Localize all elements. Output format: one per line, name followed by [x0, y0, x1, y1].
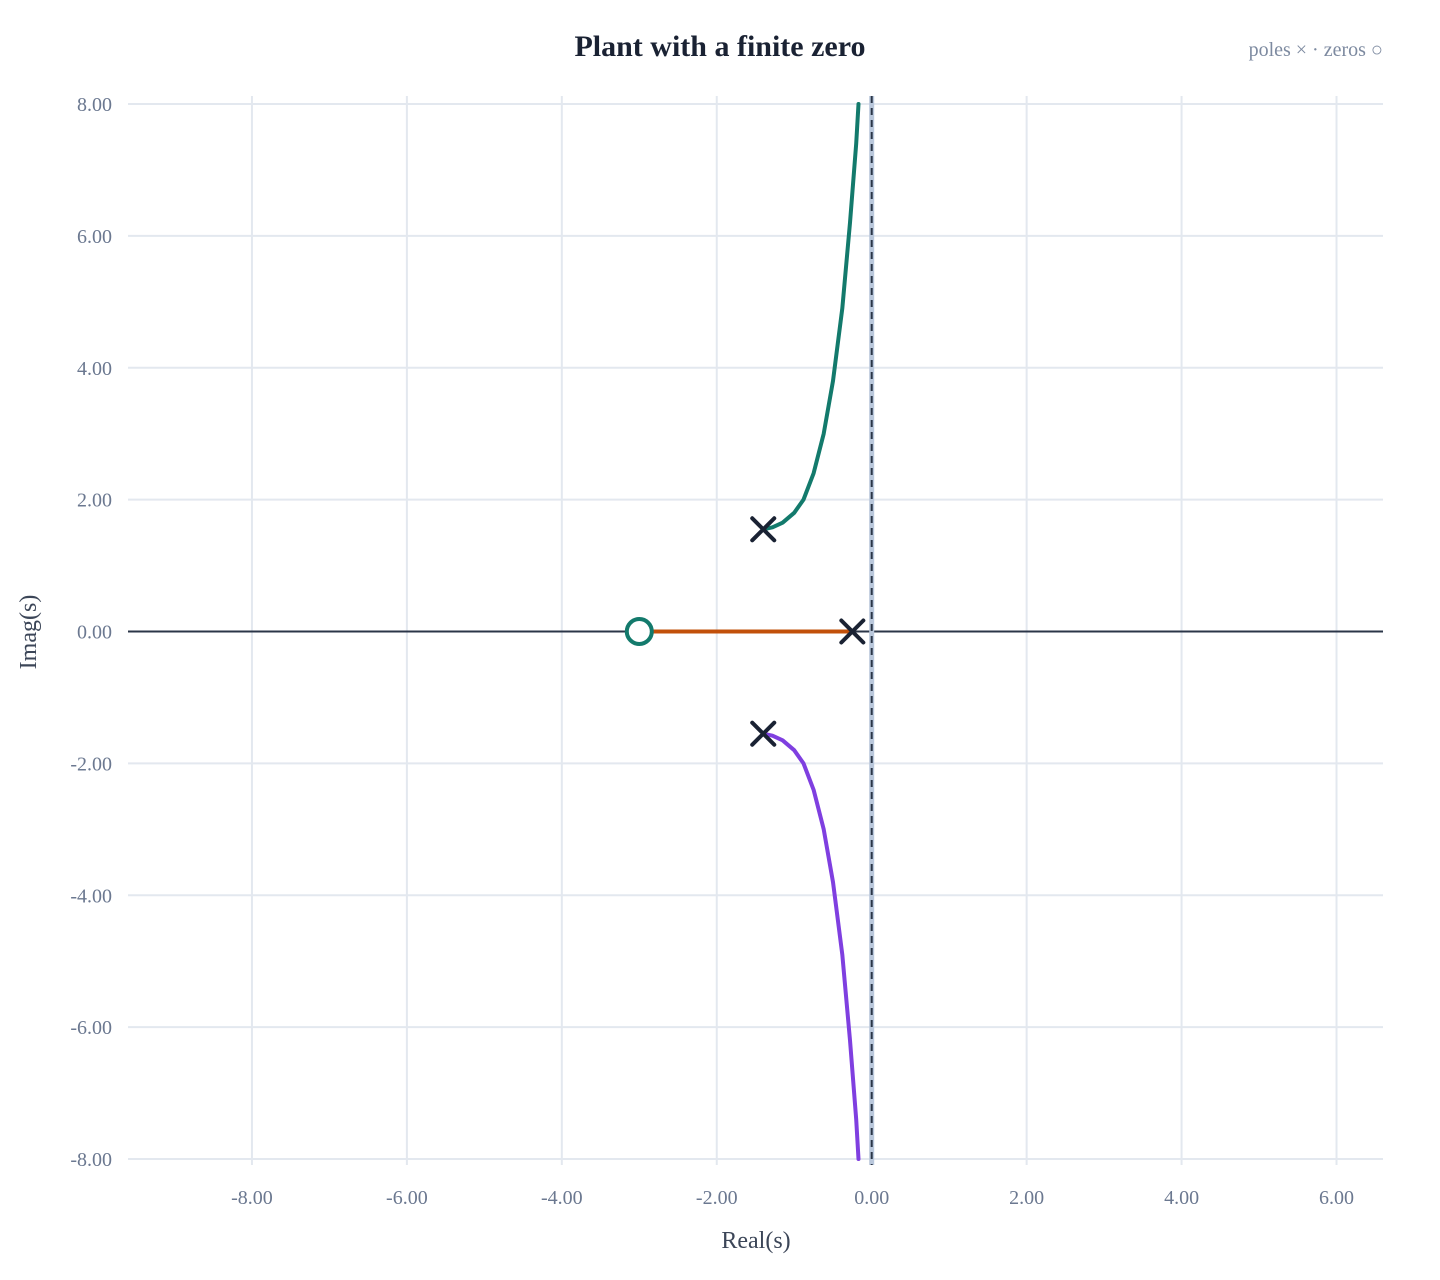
x-tick-label: 0.00 — [854, 1187, 889, 1209]
pole-marker — [750, 720, 777, 747]
pole-marker — [750, 516, 777, 543]
pole-marker — [839, 618, 866, 645]
x-tick-label: 2.00 — [1009, 1187, 1044, 1209]
y-tick-label: 6.00 — [77, 226, 112, 248]
y-tick-label: -8.00 — [70, 1149, 112, 1171]
locus-branches — [637, 102, 861, 1161]
pole-cross-stroke — [750, 516, 777, 543]
y-tick-label: 2.00 — [77, 490, 112, 512]
tick-labels: -8.00 -6.00 -4.00 -2.00 0.00 2.00 4.00 6.00 -8.0… — [70, 94, 1354, 1209]
x-tick-label: -4.00 — [541, 1187, 583, 1209]
x-tick-label: 6.00 — [1319, 1187, 1354, 1209]
locus-branch-1 — [761, 102, 861, 532]
y-tick-label: 8.00 — [77, 94, 112, 116]
chart-title: Plant with a finite zero — [574, 30, 865, 63]
y-tick-label: 0.00 — [77, 622, 112, 644]
pole-cross-stroke — [839, 618, 866, 645]
y-axis-label: Imag(s) — [16, 595, 42, 670]
y-tick-label: -4.00 — [70, 885, 112, 907]
x-tick-label: 4.00 — [1164, 1187, 1199, 1209]
zero-marker — [624, 617, 654, 646]
locus-branch-3 — [761, 731, 861, 1161]
x-tick-label: -8.00 — [231, 1187, 273, 1209]
x-tick-label: -6.00 — [386, 1187, 428, 1209]
pole-cross-stroke — [750, 720, 777, 747]
legend-note: poles × · zeros ○ — [1249, 39, 1383, 61]
y-tick-label: 4.00 — [77, 358, 112, 380]
x-axis-label: Real(s) — [721, 1228, 790, 1254]
y-tick-label: -6.00 — [70, 1017, 112, 1039]
y-tick-label: -2.00 — [70, 753, 112, 775]
pole-zero-markers — [624, 516, 866, 747]
x-tick-label: -2.00 — [696, 1187, 738, 1209]
